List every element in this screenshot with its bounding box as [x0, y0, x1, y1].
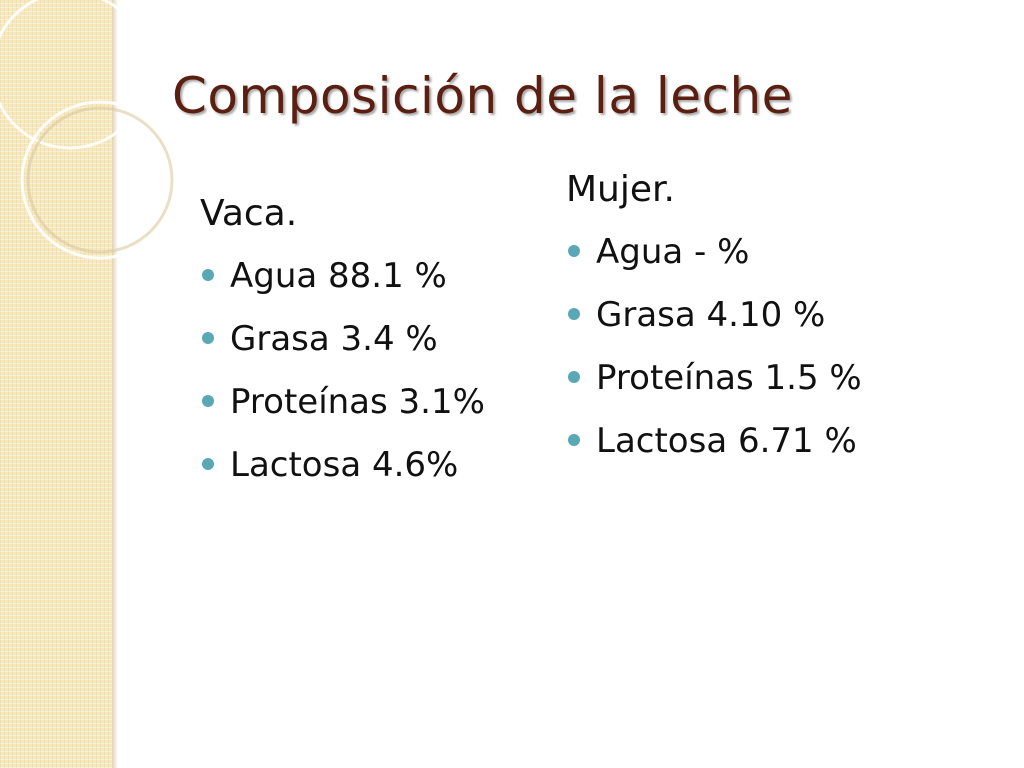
list-item: Lactosa 6.71 % — [566, 417, 926, 465]
decorative-circle-upper — [0, 0, 150, 150]
bullet-dot-icon — [202, 269, 214, 281]
side-band-shadow — [112, 0, 118, 768]
list-item-text: Lactosa 4.6% — [230, 445, 459, 485]
bullet-dot-icon — [202, 332, 214, 344]
decorative-circles — [0, 0, 180, 260]
column-mujer: Mujer. Agua - % Grasa 4.10 % Proteínas 1… — [566, 166, 926, 480]
list-item: Lactosa 4.6% — [200, 441, 560, 489]
bullet-dot-icon — [568, 245, 580, 257]
bullet-list-vaca: Agua 88.1 % Grasa 3.4 % Proteínas 3.1% L… — [200, 252, 560, 489]
bullet-dot-icon — [202, 458, 214, 470]
column-vaca: Vaca. Agua 88.1 % Grasa 3.4 % Proteínas … — [200, 190, 560, 504]
list-item-text: Agua 88.1 % — [230, 256, 447, 296]
bullet-dot-icon — [202, 395, 214, 407]
list-item-text: Grasa 3.4 % — [230, 319, 438, 359]
list-item-text: Grasa 4.10 % — [596, 295, 826, 335]
list-item: Proteínas 3.1% — [200, 378, 560, 426]
decorative-circle-lower — [20, 100, 180, 260]
list-item-text: Agua - % — [596, 232, 750, 272]
list-item-text: Proteínas 1.5 % — [596, 358, 862, 398]
list-item: Proteínas 1.5 % — [566, 354, 926, 402]
bullet-dot-icon — [568, 434, 580, 446]
list-item-text: Proteínas 3.1% — [230, 382, 485, 422]
list-item: Grasa 3.4 % — [200, 315, 560, 363]
list-item: Agua - % — [566, 228, 926, 276]
slide-title: Composición de la leche — [172, 67, 793, 125]
list-item: Grasa 4.10 % — [566, 291, 926, 339]
decorative-circle-lower-shadow — [26, 106, 174, 254]
column-heading-mujer: Mujer. — [566, 169, 675, 210]
column-heading-vaca: Vaca. — [200, 193, 298, 234]
list-item: Agua 88.1 % — [200, 252, 560, 300]
bullet-list-mujer: Agua - % Grasa 4.10 % Proteínas 1.5 % La… — [566, 228, 926, 465]
list-item-text: Lactosa 6.71 % — [596, 421, 857, 461]
bullet-dot-icon — [568, 371, 580, 383]
bullet-dot-icon — [568, 308, 580, 320]
